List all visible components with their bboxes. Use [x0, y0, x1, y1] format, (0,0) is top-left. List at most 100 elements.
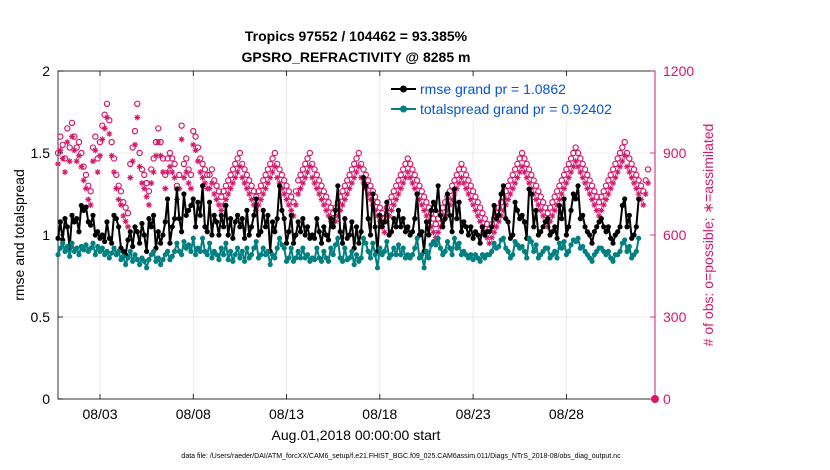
spread-point — [419, 252, 425, 258]
spread-point — [181, 238, 187, 245]
spread-point — [325, 258, 332, 264]
obs-assimilated-point — [169, 169, 176, 176]
obs-assimilated-point — [199, 174, 206, 181]
spread-point — [468, 252, 474, 258]
rmse-point — [337, 229, 343, 235]
spread-point — [281, 245, 287, 251]
spread-point — [55, 252, 61, 258]
rmse-point — [132, 224, 138, 230]
rmse-point — [125, 237, 131, 243]
spread-point — [237, 255, 243, 261]
obs-possible-point — [220, 188, 227, 195]
obs-assimilated-point — [243, 185, 250, 192]
obs-assimilated-point — [435, 229, 442, 236]
rmse-point — [479, 224, 486, 230]
obs-possible-point — [605, 177, 612, 184]
rmse-point — [339, 240, 346, 246]
obs-possible-point — [131, 127, 139, 135]
rmse-point — [591, 229, 597, 235]
spread-point — [346, 255, 353, 261]
rmse-point — [248, 224, 255, 230]
spread-point — [155, 255, 161, 261]
y-axis-right-label: # of obs: o=possible; ∗=assimilated — [700, 124, 716, 347]
obs-assimilated-point — [320, 201, 327, 208]
spread-point — [99, 245, 105, 251]
spread-point — [267, 261, 273, 268]
rmse-point — [388, 229, 395, 235]
obs-assimilated-point — [610, 180, 617, 187]
spread-point — [559, 245, 565, 251]
spread-point — [120, 253, 126, 259]
spread-point — [220, 252, 227, 258]
spread-point — [213, 252, 220, 258]
spread-point — [342, 245, 348, 251]
spread-point — [127, 248, 133, 254]
obs-assimilated-point — [66, 158, 73, 165]
rmse-point — [62, 216, 68, 222]
rmse-point — [269, 219, 276, 225]
spread-point — [433, 242, 439, 248]
rmse-point — [104, 219, 110, 225]
obs-possible-point — [467, 182, 474, 189]
rmse-point — [172, 216, 178, 222]
rmse-point — [78, 202, 84, 209]
obs-possible-point — [518, 149, 526, 157]
spread-point — [447, 245, 453, 251]
obs-assimilated-point — [507, 191, 514, 197]
rmse-point — [377, 212, 383, 218]
obs-assimilated-point — [183, 169, 190, 176]
obs-possible-point — [535, 188, 542, 195]
obs-assimilated-point — [549, 212, 556, 219]
obs-assimilated-point — [600, 201, 607, 208]
rmse-point — [498, 191, 504, 197]
obs-possible-point — [567, 155, 575, 162]
obs-possible-point — [628, 160, 635, 168]
obs-assimilated-point — [117, 201, 124, 208]
rmse-point — [619, 202, 625, 209]
obs-possible-point — [537, 193, 544, 200]
obs-possible-point — [169, 155, 176, 162]
spread-point — [393, 252, 399, 258]
obs-possible-point — [392, 182, 400, 189]
obs-possible-point — [420, 193, 428, 200]
obs-assimilated-point — [598, 207, 605, 214]
rmse-point — [155, 229, 161, 235]
obs-assimilated-point — [283, 196, 290, 203]
spread-point — [395, 242, 402, 248]
rmse-point — [148, 224, 154, 230]
obs-assimilated-point — [516, 169, 523, 176]
obs-possible-point — [304, 155, 311, 162]
rmse-point — [566, 224, 572, 230]
obs-assimilated-point — [411, 185, 418, 192]
rmse-point — [330, 224, 336, 230]
spread-point — [81, 247, 87, 253]
spread-point — [172, 248, 178, 254]
spread-point — [76, 252, 82, 258]
obs-assimilated-point — [456, 180, 463, 187]
obs-assimilated-point — [521, 169, 528, 176]
obs-possible-point — [222, 182, 230, 189]
spread-point — [330, 252, 336, 258]
rmse-point — [363, 183, 369, 189]
obs-assimilated-point — [115, 196, 122, 203]
spread-point — [358, 255, 364, 261]
rmse-point — [218, 212, 224, 218]
obs-assimilated-point — [388, 207, 395, 214]
rmse-point — [353, 224, 360, 230]
obs-possible-point — [395, 177, 402, 184]
spread-point — [454, 245, 460, 251]
rmse-point — [461, 219, 467, 225]
spread-point — [363, 240, 369, 246]
obs-assimilated-point — [264, 180, 271, 187]
obs-possible-point — [313, 171, 321, 179]
obs-assimilated-point — [400, 180, 407, 187]
rmse-point — [435, 183, 441, 189]
obs-assimilated-point — [78, 163, 85, 170]
spread-point — [272, 255, 278, 261]
obs-assimilated-point — [645, 180, 652, 187]
spread-point — [123, 261, 129, 268]
obs-assimilated-point — [257, 196, 264, 203]
obs-possible-point — [595, 198, 603, 206]
obs-assimilated-point — [575, 163, 582, 170]
rmse-point — [393, 224, 399, 230]
